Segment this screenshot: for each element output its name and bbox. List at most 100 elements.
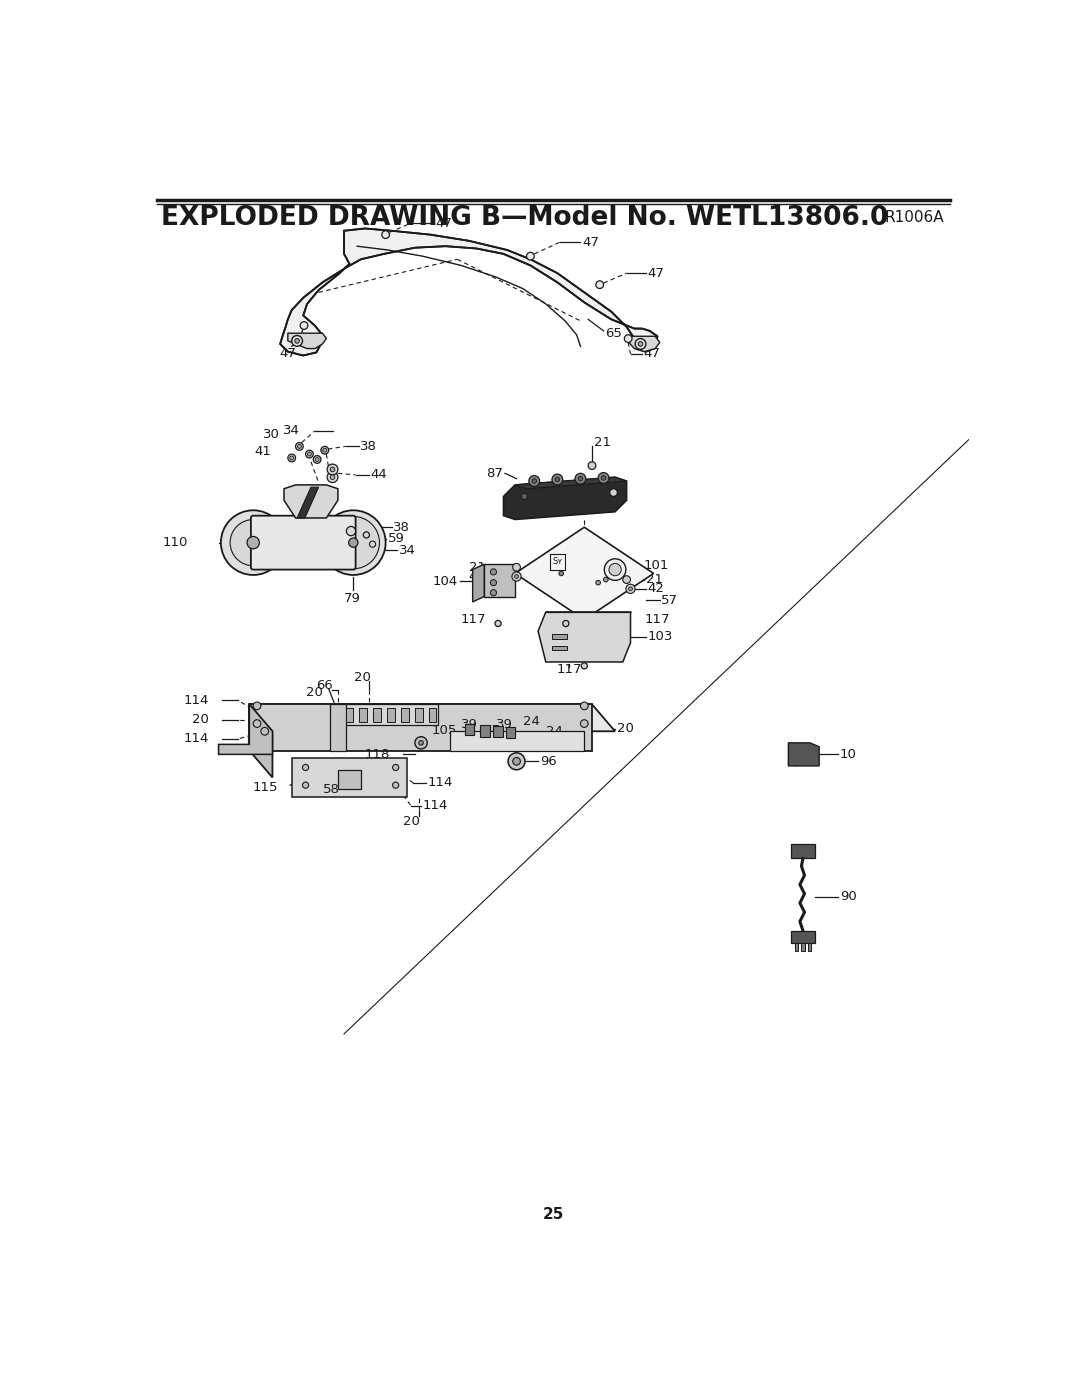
Polygon shape [249, 704, 272, 778]
Circle shape [297, 444, 301, 448]
Text: 39: 39 [496, 718, 513, 731]
Circle shape [527, 253, 535, 260]
Bar [374, 708, 381, 722]
Bar [791, 932, 815, 943]
Text: 65: 65 [605, 327, 622, 339]
Circle shape [392, 764, 399, 771]
Circle shape [253, 703, 261, 710]
Circle shape [532, 479, 537, 483]
Circle shape [253, 719, 261, 728]
Text: 99: 99 [529, 731, 545, 743]
Circle shape [230, 520, 276, 566]
Circle shape [580, 719, 589, 728]
Circle shape [295, 338, 299, 344]
Circle shape [513, 757, 521, 766]
Text: 117: 117 [460, 613, 486, 626]
Text: 114: 114 [422, 799, 448, 813]
Circle shape [296, 443, 303, 450]
Circle shape [596, 580, 600, 585]
Circle shape [302, 764, 309, 771]
Circle shape [302, 782, 309, 788]
Circle shape [308, 453, 311, 455]
Text: Sʏ: Sʏ [552, 557, 563, 566]
Polygon shape [297, 488, 319, 518]
Text: 110: 110 [162, 536, 188, 549]
Text: 10: 10 [840, 747, 856, 761]
Circle shape [220, 510, 285, 576]
Circle shape [327, 472, 338, 482]
Circle shape [300, 321, 308, 330]
Circle shape [347, 527, 355, 535]
Circle shape [306, 450, 313, 458]
Polygon shape [473, 564, 484, 602]
Text: 66: 66 [316, 679, 333, 692]
Circle shape [635, 338, 646, 349]
Circle shape [610, 489, 618, 496]
Circle shape [313, 455, 321, 464]
Text: 34: 34 [283, 425, 299, 437]
Bar [795, 943, 798, 951]
Text: 114: 114 [184, 694, 208, 707]
Circle shape [580, 703, 589, 710]
Bar [481, 725, 489, 736]
Text: 20: 20 [191, 714, 208, 726]
Polygon shape [538, 612, 631, 662]
Circle shape [581, 662, 588, 669]
Circle shape [490, 590, 497, 595]
Circle shape [247, 536, 259, 549]
Bar [465, 724, 474, 735]
Circle shape [626, 584, 635, 594]
Circle shape [555, 478, 559, 482]
Text: 79: 79 [345, 591, 361, 605]
Circle shape [629, 587, 633, 591]
Polygon shape [449, 731, 584, 750]
Circle shape [578, 476, 583, 481]
Bar [791, 844, 815, 858]
Circle shape [392, 782, 399, 788]
Polygon shape [341, 704, 438, 725]
Text: 103: 103 [647, 630, 673, 643]
Bar [505, 726, 515, 738]
Circle shape [327, 464, 338, 475]
Text: 20: 20 [617, 722, 634, 735]
Polygon shape [249, 704, 616, 731]
Text: 38: 38 [361, 440, 377, 453]
Bar [346, 708, 353, 722]
Circle shape [609, 563, 621, 576]
Text: 21: 21 [646, 573, 663, 587]
Circle shape [292, 335, 302, 346]
Circle shape [529, 475, 540, 486]
Polygon shape [280, 229, 658, 355]
Bar [360, 708, 367, 722]
Text: 42: 42 [647, 583, 664, 595]
Text: 101: 101 [644, 559, 669, 573]
Text: 47: 47 [435, 217, 453, 229]
Polygon shape [627, 337, 660, 352]
Text: 117: 117 [645, 613, 670, 626]
Circle shape [289, 455, 294, 460]
Text: 38: 38 [393, 521, 410, 534]
Polygon shape [292, 759, 407, 796]
Circle shape [415, 736, 428, 749]
Circle shape [261, 728, 269, 735]
Text: 114: 114 [184, 732, 208, 746]
Polygon shape [288, 334, 326, 349]
Polygon shape [330, 704, 346, 750]
Text: 44: 44 [370, 468, 387, 482]
Circle shape [508, 753, 525, 770]
Text: 58: 58 [323, 782, 339, 795]
Circle shape [323, 448, 327, 453]
Polygon shape [503, 478, 626, 520]
Circle shape [315, 458, 319, 461]
Circle shape [558, 571, 564, 576]
Text: 24: 24 [545, 725, 563, 738]
Polygon shape [515, 527, 653, 620]
Text: 39: 39 [461, 718, 478, 731]
Text: 20: 20 [403, 814, 419, 828]
Circle shape [563, 620, 569, 627]
Text: 47: 47 [644, 348, 661, 360]
Bar [415, 708, 422, 722]
FancyBboxPatch shape [251, 515, 355, 570]
Circle shape [321, 510, 386, 576]
Text: 42: 42 [469, 570, 486, 583]
